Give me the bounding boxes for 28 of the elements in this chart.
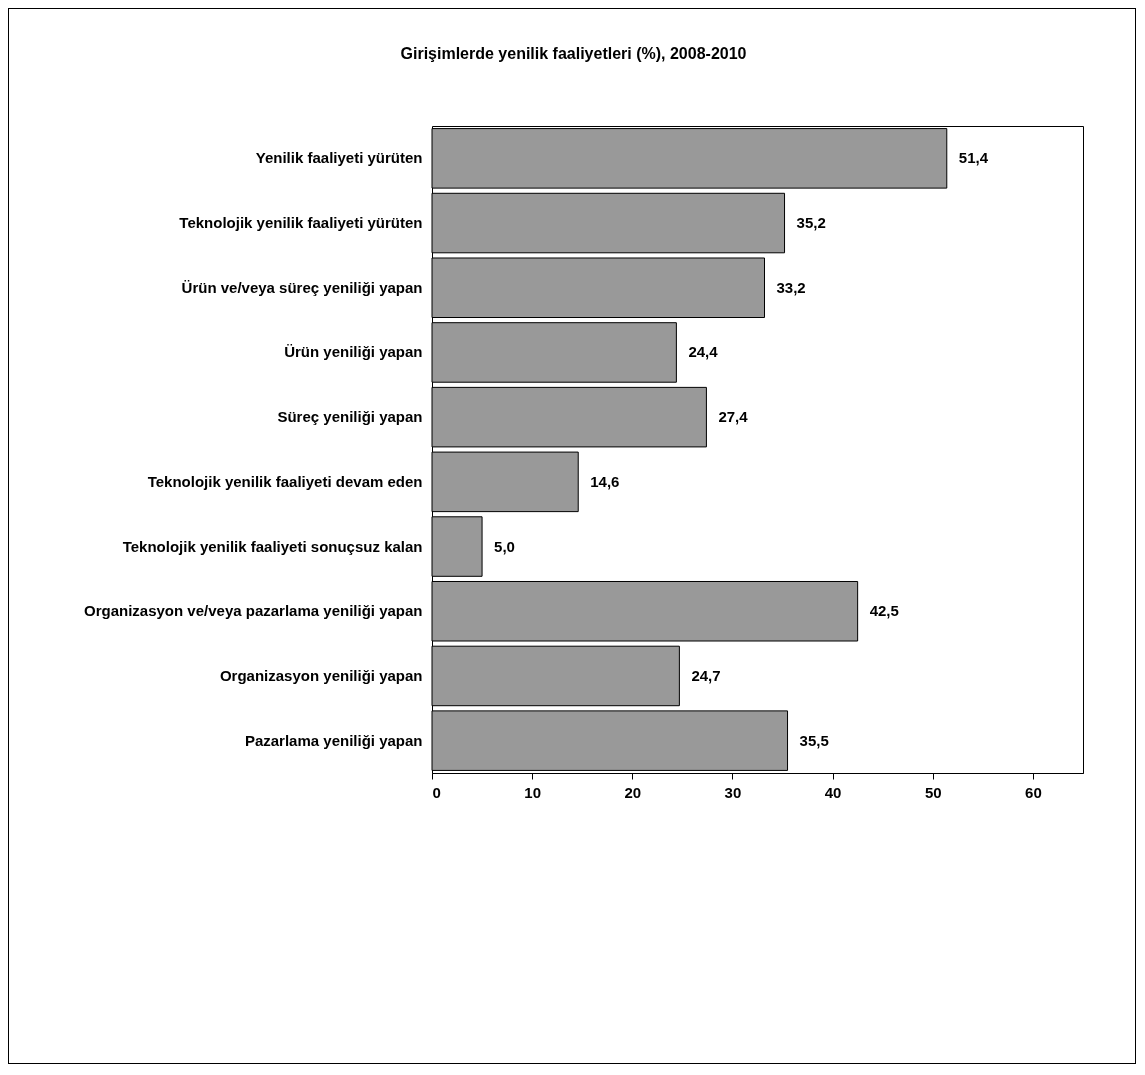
y-tick-label: Ürün yeniliği yapan — [284, 343, 423, 361]
data-label: 33,2 — [776, 278, 806, 296]
data-label: 24,7 — [691, 666, 721, 684]
data-label: 14,6 — [590, 472, 620, 490]
data-label: 35,5 — [799, 731, 829, 749]
y-tick-label: Teknolojik yenilik faaliyeti sonuçsuz kalan — [122, 537, 423, 555]
y-tick-label: Pazarlama yeniliği yapan — [244, 731, 423, 749]
data-label: 51,4 — [958, 149, 989, 167]
data-label: 35,2 — [796, 214, 826, 232]
x-tick-label: 40 — [824, 783, 842, 801]
x-tick-label: 0 — [432, 783, 441, 801]
x-tick-label: 30 — [724, 783, 742, 801]
y-tick-label: Süreç yeniliği yapan — [277, 408, 423, 426]
data-label: 5,0 — [494, 537, 515, 555]
y-tick-label: Teknolojik yenilik faaliyeti devam eden — [147, 472, 423, 490]
y-tick-label: Yenilik faaliyeti yürüten — [255, 149, 423, 167]
y-tick-label: Organizasyon ve/veya pazarlama yeniliği yapan — [84, 602, 423, 620]
data-label: 42,5 — [869, 602, 899, 620]
x-tick-label: 60 — [1025, 783, 1042, 801]
x-tick-label: 50 — [924, 783, 942, 801]
y-tick-label: Organizasyon yeniliği yapan — [219, 666, 423, 684]
x-tick-label: 10 — [524, 783, 541, 801]
chart-title: Girişimlerde yenilik faaliyetleri (%), 2008-2010 — [400, 45, 747, 62]
data-label: 24,4 — [688, 343, 719, 361]
y-tick-label: Teknolojik yenilik faaliyeti yürüten — [179, 214, 423, 232]
y-tick-label: Ürün ve/veya süreç yeniliği yapan — [181, 278, 423, 296]
data-label: 27,4 — [718, 408, 749, 426]
x-tick-label: 20 — [624, 783, 642, 801]
